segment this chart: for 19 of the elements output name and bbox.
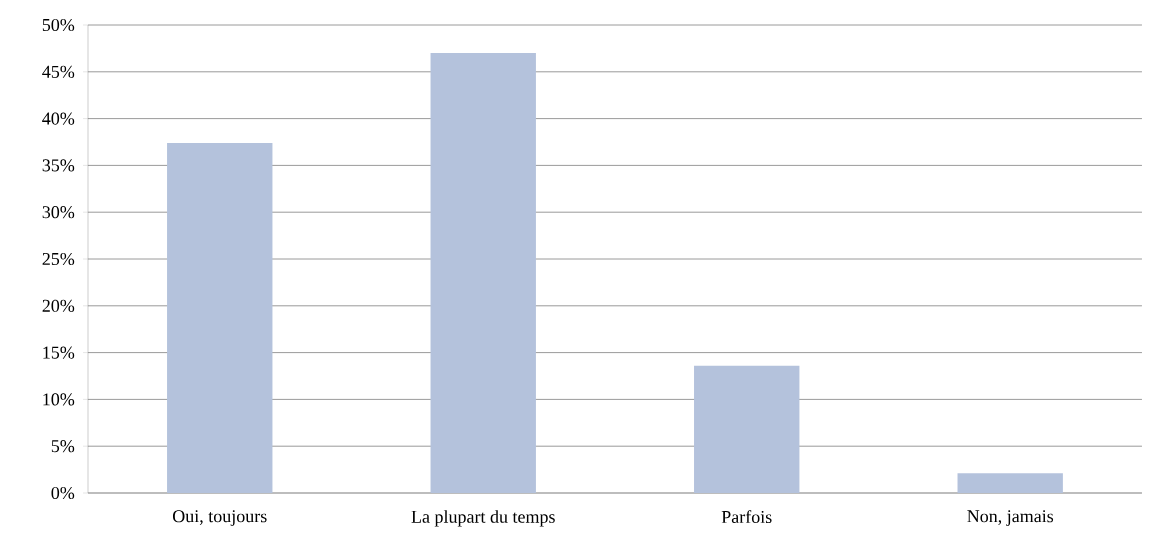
y-tick-label: 45%: [42, 65, 75, 78]
y-tick-label: 5%: [51, 440, 75, 453]
y-tick-label: 30%: [42, 206, 75, 219]
bar: [694, 365, 800, 493]
y-tick-label: 20%: [42, 299, 75, 312]
y-tick-label: 15%: [43, 346, 75, 359]
x-tick-label: Non, jamais: [967, 510, 1054, 526]
y-tick-label: 25%: [42, 252, 75, 266]
bar: [430, 53, 536, 493]
y-tick-label: 0%: [51, 486, 75, 500]
y-tick-label: 10%: [43, 393, 75, 406]
y-tick-label: 40%: [42, 112, 75, 125]
x-tick-label: La plupart du temps: [411, 510, 555, 527]
x-tick-label: Oui, toujours: [172, 510, 267, 526]
bar: [167, 142, 273, 493]
y-tick-label: 35%: [42, 159, 75, 172]
bar: [957, 473, 1063, 493]
x-tick-label: Parfois: [721, 510, 772, 524]
y-tick-label: 50%: [42, 18, 75, 32]
